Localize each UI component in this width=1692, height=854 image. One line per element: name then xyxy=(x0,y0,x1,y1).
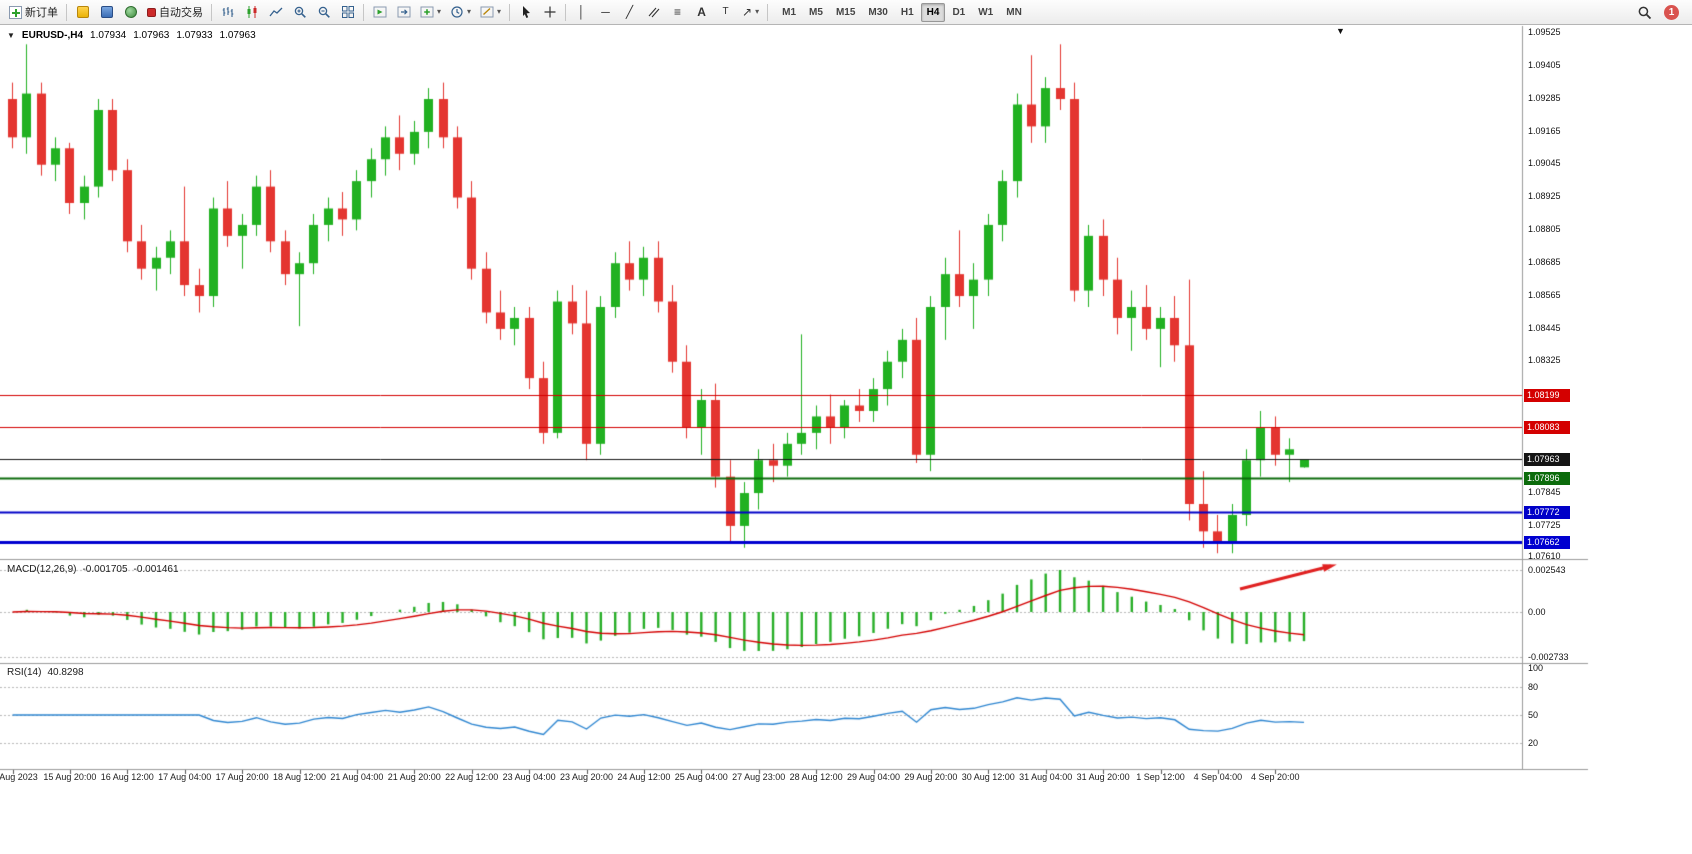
tile-windows-button[interactable] xyxy=(336,2,359,23)
crosshair-icon xyxy=(544,6,556,18)
timeframe-button-D1[interactable]: D1 xyxy=(952,6,966,18)
auto-trading-icon xyxy=(147,7,156,17)
new-order-icon xyxy=(9,5,22,19)
chart-shift-marker-icon[interactable]: ▼ xyxy=(1336,26,1345,36)
clock-icon xyxy=(451,6,463,18)
market-watch-icon xyxy=(76,6,89,18)
zoom-out-icon xyxy=(318,6,330,18)
data-window-icon xyxy=(100,6,113,18)
cursor-button[interactable] xyxy=(514,2,537,23)
text-button[interactable]: A xyxy=(690,2,713,23)
fibonacci-button[interactable]: ≡ xyxy=(666,2,689,23)
arrows-button[interactable]: ↗ ▾ xyxy=(738,2,763,23)
dropdown-caret-icon: ▾ xyxy=(467,7,472,16)
template-icon xyxy=(480,6,494,18)
notification-count: 1 xyxy=(1668,6,1675,18)
horizontal-line-button[interactable]: ─ xyxy=(594,2,617,23)
dropdown-caret-icon: ▾ xyxy=(755,7,760,16)
text-tool-icon: A xyxy=(697,5,706,19)
timeframe-button-M30[interactable]: M30 xyxy=(868,6,888,18)
one-click-trading-toggle-icon[interactable]: ▼ xyxy=(7,30,15,40)
cursor-icon xyxy=(522,6,530,18)
toolbar-separator xyxy=(767,3,769,21)
timeframe-group: M1 M5 M15 M30 H1 H4 D1 W1 MN xyxy=(776,2,1028,22)
zoom-out-button[interactable] xyxy=(312,2,335,23)
dropdown-caret-icon: ▾ xyxy=(497,7,502,16)
toolbar-separator xyxy=(509,3,511,21)
chart-shift-icon xyxy=(397,6,410,18)
auto-trading-button[interactable]: 自动交易 xyxy=(143,2,207,23)
horizontal-line-icon: ─ xyxy=(601,5,610,19)
text-label-button[interactable]: T xyxy=(714,2,737,23)
new-order-button[interactable]: 新订单 xyxy=(5,2,62,23)
dropdown-caret-icon: ▾ xyxy=(437,7,442,16)
text-label-icon: T xyxy=(722,6,729,17)
auto-scroll-icon xyxy=(373,6,386,18)
bar-chart-icon xyxy=(222,7,233,17)
chart-shift-button[interactable] xyxy=(392,2,415,23)
periods-button[interactable]: ▾ xyxy=(446,2,475,23)
market-watch-button[interactable] xyxy=(71,2,94,23)
timeframe-button-MN[interactable]: MN xyxy=(1006,6,1022,18)
navigator-button[interactable] xyxy=(119,2,142,23)
data-window-button[interactable] xyxy=(95,2,118,23)
trendline-button[interactable]: ╱ xyxy=(618,2,641,23)
timeframe-button-H4[interactable]: H4 xyxy=(920,2,946,22)
auto-trading-label: 自动交易 xyxy=(159,7,203,19)
equidistant-channel-button[interactable] xyxy=(642,2,665,23)
trendline-icon: ╱ xyxy=(625,5,634,19)
candlestick-chart-icon xyxy=(247,6,256,18)
indicators-button[interactable]: ▾ xyxy=(416,2,445,23)
timeframe-button-M5[interactable]: M5 xyxy=(809,6,823,18)
notification-badge[interactable]: 1 xyxy=(1664,4,1679,20)
timeframe-button-H1[interactable]: H1 xyxy=(900,6,914,18)
fibonacci-icon: ≡ xyxy=(674,5,682,19)
toolbar-separator xyxy=(211,3,212,21)
arrows-icon: ↗ xyxy=(742,5,753,19)
vertical-line-icon: │ xyxy=(577,5,586,19)
toolbar-separator xyxy=(66,3,67,21)
timeframe-button-M15[interactable]: M15 xyxy=(835,6,856,18)
timeframe-button-W1[interactable]: W1 xyxy=(978,6,994,18)
line-chart-icon xyxy=(268,7,282,17)
indicators-icon xyxy=(420,6,434,18)
search-icon xyxy=(1638,6,1652,19)
toolbar-right: 1 xyxy=(1633,2,1687,23)
vertical-line-button[interactable]: │ xyxy=(570,2,593,23)
tile-windows-icon xyxy=(341,6,354,18)
toolbar-separator xyxy=(565,3,567,21)
new-order-label: 新订单 xyxy=(25,7,58,19)
zoom-in-button[interactable] xyxy=(288,2,311,23)
timeframe-button-M1[interactable]: M1 xyxy=(782,6,797,18)
equidistant-channel-icon xyxy=(648,7,659,18)
auto-scroll-button[interactable] xyxy=(368,2,391,23)
toolbar-separator xyxy=(363,3,364,21)
zoom-in-icon xyxy=(294,6,306,18)
crosshair-button[interactable] xyxy=(538,2,561,23)
navigator-icon xyxy=(124,6,137,18)
bar-chart-button[interactable] xyxy=(216,2,239,23)
line-chart-button[interactable] xyxy=(264,2,287,23)
search-button[interactable] xyxy=(1633,2,1656,23)
candlestick-chart-button[interactable] xyxy=(240,2,263,23)
main-toolbar: 新订单 自动交易 ▾ ▾ ▾ xyxy=(0,0,1692,25)
templates-button[interactable]: ▾ xyxy=(476,2,505,23)
